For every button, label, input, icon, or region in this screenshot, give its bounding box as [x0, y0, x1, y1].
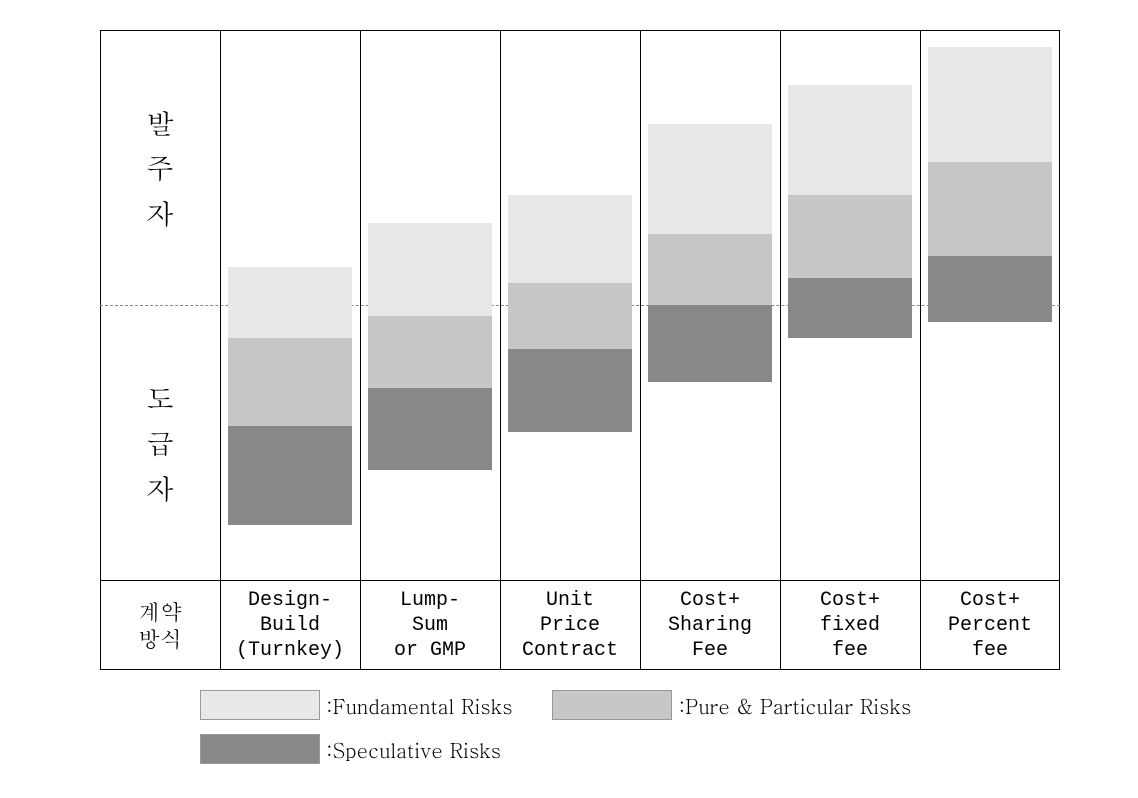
- y-label-char: 급: [146, 420, 174, 465]
- legend-label: :Fundamental Risks: [326, 691, 512, 720]
- y-label-char: 도: [146, 375, 174, 420]
- legend-label: :Pure & Particular Risks: [678, 691, 911, 720]
- column-label: Cost+fixedfee: [780, 580, 920, 670]
- bar-segment-pure_particular: [928, 162, 1052, 256]
- bar-segment-fundamental: [648, 124, 772, 234]
- y-label-char: 발: [146, 100, 174, 145]
- col-divider: [780, 30, 781, 670]
- bar-segment-speculative: [508, 349, 632, 432]
- bar-segment-speculative: [368, 388, 492, 471]
- bar-segment-pure_particular: [648, 234, 772, 306]
- legend-swatch: [200, 690, 320, 720]
- y-label-char: 자: [146, 190, 174, 235]
- y-label-upper: 발주자: [100, 30, 220, 305]
- y-label-lower: 도급자: [100, 305, 220, 580]
- y-label-char: 자: [146, 465, 174, 510]
- legend-item: :Fundamental Risks: [200, 690, 512, 720]
- col-divider: [360, 30, 361, 670]
- legend-item: :Speculative Risks: [200, 734, 501, 764]
- bar-segment-speculative: [928, 256, 1052, 322]
- bar-segment-fundamental: [788, 85, 912, 195]
- col-divider: [220, 30, 221, 670]
- legend-swatch: [552, 690, 672, 720]
- bar-segment-fundamental: [928, 47, 1052, 163]
- col-divider: [920, 30, 921, 670]
- bar-segment-speculative: [228, 426, 352, 525]
- bar-segment-pure_particular: [228, 338, 352, 426]
- bar-segment-fundamental: [368, 223, 492, 317]
- column-label: Design-Build(Turnkey): [220, 580, 360, 670]
- column-label: UnitPriceContract: [500, 580, 640, 670]
- legend: :Fundamental Risks :Pure & Particular Ris…: [200, 690, 1060, 778]
- legend-label: :Speculative Risks: [326, 735, 501, 764]
- bar-segment-pure_particular: [508, 283, 632, 349]
- bar-segment-fundamental: [228, 267, 352, 339]
- col-divider: [640, 30, 641, 670]
- y-label-char: 주: [146, 145, 174, 190]
- bar-segment-fundamental: [508, 195, 632, 283]
- chart-container: 발주자도급자계약방식Design-Build(Turnkey)Lump-Sumo…: [100, 30, 1060, 670]
- legend-swatch: [200, 734, 320, 764]
- column-label: Cost+SharingFee: [640, 580, 780, 670]
- column-label: Lump-Sumor GMP: [360, 580, 500, 670]
- bar-segment-speculative: [648, 305, 772, 382]
- column-label: Cost+Percentfee: [920, 580, 1060, 670]
- y-axis-bottom-label: 계약방식: [100, 580, 220, 670]
- legend-item: :Pure & Particular Risks: [552, 690, 911, 720]
- bar-segment-pure_particular: [368, 316, 492, 388]
- bar-segment-pure_particular: [788, 195, 912, 278]
- col-divider: [500, 30, 501, 670]
- bar-segment-speculative: [788, 278, 912, 339]
